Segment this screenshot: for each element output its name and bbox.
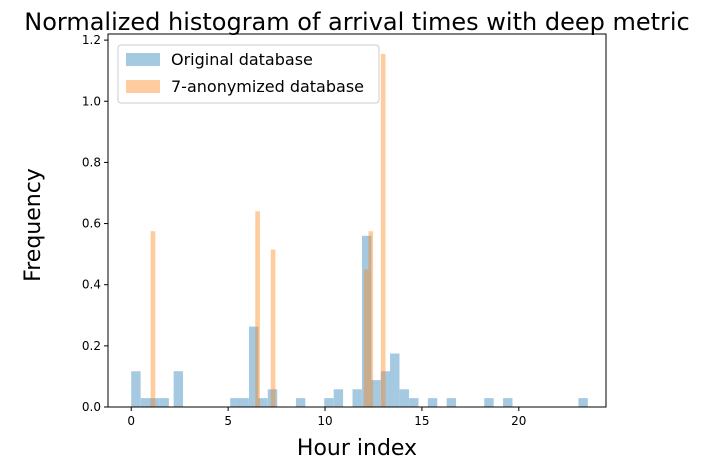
histogram-bar [368, 231, 374, 407]
series-anonymized [150, 53, 386, 408]
histogram-bar [150, 231, 156, 407]
plot-frame [107, 33, 607, 408]
y-tick-label: 0.6 [82, 217, 101, 231]
legend: Original database 7-anonymized database [117, 44, 380, 104]
x-tick-label: 10 [317, 414, 332, 428]
histogram-bar [239, 398, 249, 407]
histogram-bar [140, 398, 151, 407]
x-axis-title: Hour index [297, 436, 417, 461]
x-tick-label: 20 [511, 414, 526, 428]
x-tick-label: 0 [127, 414, 135, 428]
legend-box [117, 44, 380, 104]
histogram-bar [173, 371, 184, 407]
histogram-bar [333, 389, 344, 407]
histogram-bar [258, 398, 268, 407]
y-tick-label: 0.0 [82, 400, 101, 414]
histogram-bar [361, 235, 372, 407]
histogram-bar [295, 398, 306, 407]
legend-swatch [126, 80, 160, 93]
x-tick-label: 15 [414, 414, 429, 428]
y-tick-label: 1.2 [82, 33, 101, 47]
histogram-bar [503, 398, 513, 407]
histogram-bar [380, 53, 386, 408]
legend-label: 7-anonymized database [171, 77, 364, 96]
histogram-bar [409, 398, 419, 407]
y-axis-title: Frequency [21, 168, 46, 282]
histogram-bar [352, 389, 362, 407]
histogram-bar [390, 353, 400, 407]
legend-label: Original database [171, 50, 313, 69]
y-tick-label: 0.8 [82, 155, 101, 169]
histogram-bar [578, 398, 588, 407]
histogram-bar [159, 398, 169, 407]
histogram-bar [270, 249, 276, 407]
plot-area: 0 5 10 15 20 0.0 0.2 0.4 0.6 0.8 1.0 1.2 [82, 33, 607, 428]
histogram-bar [267, 389, 278, 407]
legend-swatch [126, 53, 160, 66]
histogram-bar [131, 371, 141, 407]
histogram-bar [484, 398, 494, 407]
histogram-bar [150, 398, 160, 407]
histogram-bar [380, 371, 391, 407]
chart-title: Normalized histogram of arrival times wi… [24, 8, 690, 36]
x-tick-label: 5 [224, 414, 232, 428]
histogram-bar [446, 398, 457, 407]
series-original [131, 235, 588, 407]
histogram-bar [249, 326, 259, 407]
histogram-bar [363, 269, 369, 407]
histogram-bar [324, 398, 334, 407]
y-tick-label: 0.2 [82, 339, 101, 353]
histogram-bar [399, 389, 409, 407]
histogram-bar [427, 398, 438, 407]
histogram-bar [371, 380, 381, 407]
histogram-bar [230, 398, 240, 407]
y-tick-label: 0.4 [82, 278, 101, 292]
y-tick-label: 1.0 [82, 94, 101, 108]
histogram-bar [255, 211, 260, 407]
